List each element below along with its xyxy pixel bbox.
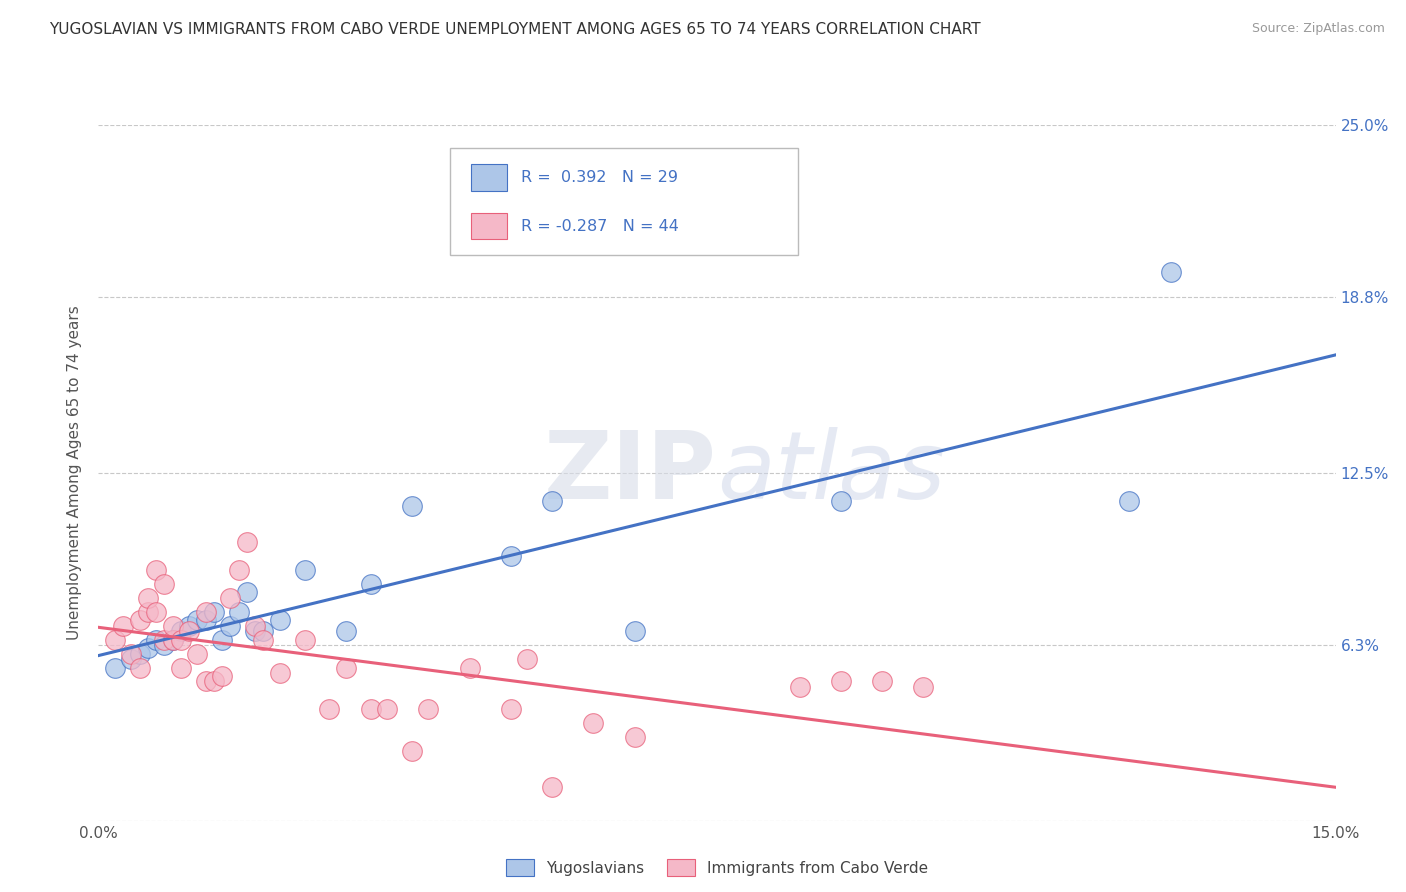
- Legend: Yugoslavians, Immigrants from Cabo Verde: Yugoslavians, Immigrants from Cabo Verde: [501, 853, 934, 882]
- Point: [170, 632, 193, 647]
- Point: [582, 716, 605, 731]
- Point: [211, 669, 233, 683]
- Point: [516, 652, 538, 666]
- Text: R =  0.392   N = 29: R = 0.392 N = 29: [520, 169, 678, 185]
- Point: [870, 674, 893, 689]
- Point: [269, 666, 291, 681]
- Text: YUGOSLAVIAN VS IMMIGRANTS FROM CABO VERDE UNEMPLOYMENT AMONG AGES 65 TO 74 YEARS: YUGOSLAVIAN VS IMMIGRANTS FROM CABO VERD…: [49, 22, 981, 37]
- Point: [269, 613, 291, 627]
- Point: [120, 647, 142, 661]
- Point: [136, 605, 159, 619]
- Point: [228, 605, 250, 619]
- Point: [153, 632, 176, 647]
- Point: [170, 660, 193, 674]
- Point: [912, 680, 935, 694]
- Point: [104, 660, 127, 674]
- Point: [789, 680, 811, 694]
- Point: [194, 674, 217, 689]
- Point: [458, 660, 481, 674]
- Text: ZIP: ZIP: [544, 426, 717, 519]
- Point: [170, 624, 193, 639]
- Point: [375, 702, 398, 716]
- Point: [186, 647, 208, 661]
- Point: [219, 591, 242, 605]
- Point: [236, 585, 259, 599]
- Point: [128, 647, 150, 661]
- Point: [153, 638, 176, 652]
- Point: [186, 613, 208, 627]
- Point: [194, 613, 217, 627]
- Point: [541, 780, 564, 795]
- Y-axis label: Unemployment Among Ages 65 to 74 years: Unemployment Among Ages 65 to 74 years: [67, 305, 83, 640]
- Point: [623, 730, 645, 744]
- Point: [1118, 493, 1140, 508]
- Point: [179, 619, 201, 633]
- Point: [194, 605, 217, 619]
- Point: [830, 493, 852, 508]
- Point: [830, 674, 852, 689]
- Point: [294, 632, 316, 647]
- Point: [136, 641, 159, 656]
- Point: [202, 605, 225, 619]
- Point: [128, 613, 150, 627]
- Point: [243, 619, 266, 633]
- Point: [335, 624, 357, 639]
- Point: [360, 702, 382, 716]
- Text: Source: ZipAtlas.com: Source: ZipAtlas.com: [1251, 22, 1385, 36]
- Point: [162, 632, 184, 647]
- Point: [499, 702, 522, 716]
- Point: [120, 652, 142, 666]
- Text: R = -0.287   N = 44: R = -0.287 N = 44: [520, 219, 679, 234]
- Point: [541, 493, 564, 508]
- Point: [623, 624, 645, 639]
- Point: [499, 549, 522, 564]
- Point: [418, 702, 440, 716]
- Point: [136, 591, 159, 605]
- Point: [145, 605, 167, 619]
- Point: [401, 499, 423, 513]
- Point: [335, 660, 357, 674]
- Point: [243, 624, 266, 639]
- Point: [318, 702, 340, 716]
- Point: [360, 577, 382, 591]
- Point: [401, 744, 423, 758]
- Point: [104, 632, 127, 647]
- Point: [162, 632, 184, 647]
- Point: [252, 624, 274, 639]
- Text: atlas: atlas: [717, 427, 945, 518]
- Point: [145, 632, 167, 647]
- Point: [128, 660, 150, 674]
- Point: [228, 563, 250, 577]
- Point: [219, 619, 242, 633]
- Point: [294, 563, 316, 577]
- Point: [202, 674, 225, 689]
- Point: [236, 535, 259, 549]
- Point: [112, 619, 135, 633]
- Point: [1160, 265, 1182, 279]
- Point: [211, 632, 233, 647]
- Point: [179, 624, 201, 639]
- Point: [162, 619, 184, 633]
- Point: [145, 563, 167, 577]
- Point: [153, 577, 176, 591]
- Point: [252, 632, 274, 647]
